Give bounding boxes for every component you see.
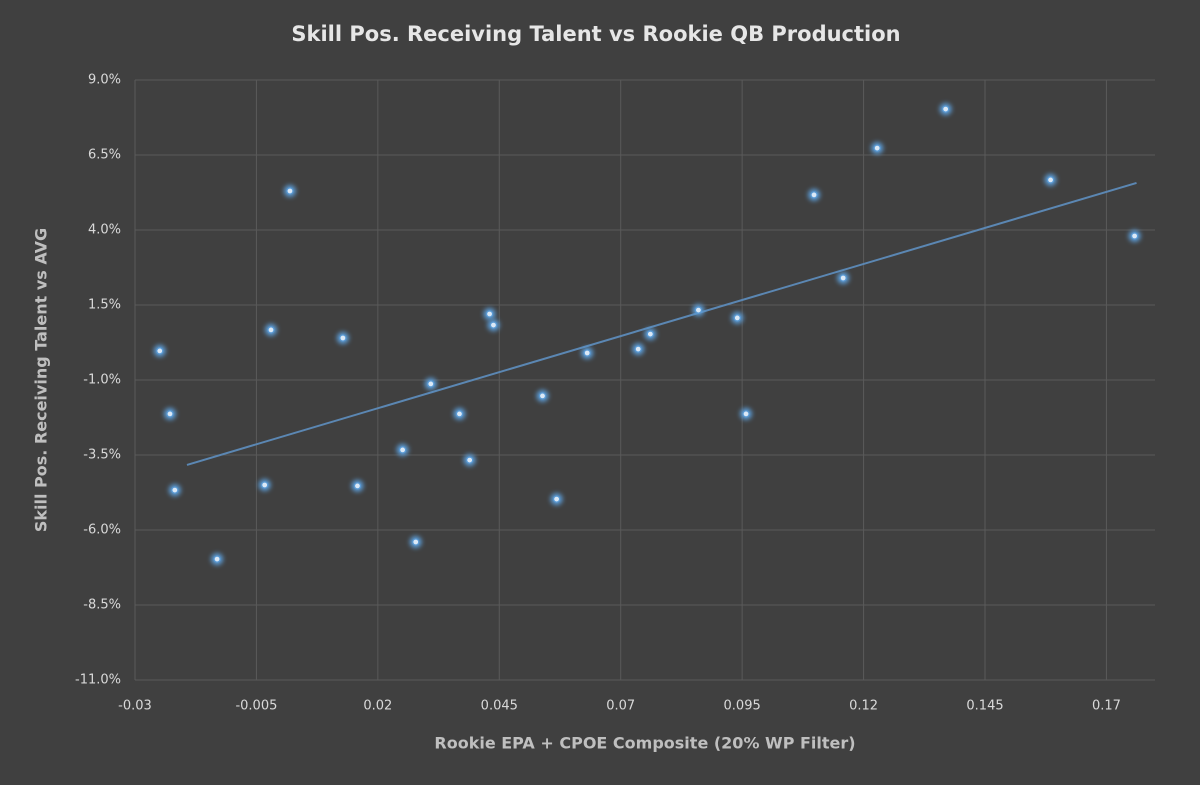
x-axis-label: Rookie EPA + CPOE Composite (20% WP Filt… [434, 734, 855, 753]
point [396, 443, 409, 456]
point-dot [412, 538, 420, 546]
point [1044, 173, 1057, 186]
point [550, 493, 563, 506]
point [453, 407, 466, 420]
point-dot [839, 274, 847, 282]
point [536, 389, 549, 402]
point [336, 332, 349, 344]
y-tick-label: 4.0% [88, 223, 121, 238]
y-tick-label: -6.0% [83, 523, 121, 538]
y-tick-label: 1.5% [88, 298, 121, 313]
y-tick-label: -3.5% [83, 448, 121, 463]
x-tick-label: 0.12 [849, 699, 878, 714]
point-dot [213, 555, 221, 563]
point-dot [427, 380, 435, 388]
point [351, 479, 364, 492]
x-tick-label: 0.045 [481, 699, 518, 714]
point-dot [552, 495, 561, 503]
point [163, 407, 176, 420]
point [483, 308, 496, 320]
point [265, 323, 277, 336]
point-dot [810, 191, 818, 199]
point-dot [339, 334, 347, 342]
point-dot [873, 144, 881, 152]
point [283, 185, 296, 197]
y-tick-label: 9.0% [88, 73, 121, 88]
point-dot [261, 481, 269, 489]
point-dot [286, 187, 294, 195]
trendline [186, 181, 1137, 466]
point [581, 347, 594, 359]
x-tick-label: 0.17 [1092, 699, 1121, 714]
point-dot [942, 105, 950, 113]
y-tick-label: 6.5% [88, 148, 121, 163]
point-dot [267, 326, 275, 334]
x-tick-label: 0.07 [606, 699, 635, 714]
point-dot [166, 410, 174, 418]
y-tick-label: -11.0% [75, 673, 121, 688]
point-dot [694, 306, 703, 314]
point-dot [399, 446, 407, 454]
point [258, 479, 271, 491]
point [731, 311, 744, 324]
y-tick-label: -8.5% [83, 598, 121, 613]
chart-title: Skill Pos. Receiving Talent vs Rookie QB… [291, 22, 900, 46]
point [871, 142, 884, 155]
point [424, 377, 437, 390]
point-dot [733, 314, 741, 322]
point-dot [489, 321, 498, 329]
point-dot [1130, 232, 1139, 240]
point [168, 484, 181, 497]
point-dot [455, 410, 464, 418]
point-dot [634, 345, 642, 353]
point [409, 536, 422, 548]
point-dot [353, 482, 362, 490]
point-dot [538, 392, 547, 400]
point-dot [1046, 176, 1055, 184]
point [632, 343, 645, 356]
y-axis-label: Skill Pos. Receiving Talent vs AVG [32, 228, 51, 532]
point [1128, 230, 1141, 242]
point [692, 304, 705, 317]
x-tick-label: 0.145 [966, 699, 1003, 714]
point-dot [156, 347, 164, 355]
point-dot [171, 486, 179, 494]
point [487, 319, 500, 332]
point [837, 272, 850, 284]
point-dot [742, 410, 750, 418]
x-tick-label: 0.095 [724, 699, 761, 714]
point [211, 553, 224, 566]
point [463, 454, 476, 467]
point [644, 328, 657, 341]
point-dot [646, 330, 654, 338]
point-dot [485, 310, 494, 318]
point [740, 407, 753, 420]
x-tick-label: -0.03 [118, 699, 152, 714]
x-tick-label: 0.02 [363, 699, 392, 714]
y-tick-label: -1.0% [83, 373, 121, 388]
point [939, 103, 952, 116]
point-dot [466, 456, 474, 464]
x-tick-label: -0.005 [235, 699, 277, 714]
point [808, 188, 821, 201]
point-dot [583, 349, 591, 357]
point [153, 344, 166, 357]
